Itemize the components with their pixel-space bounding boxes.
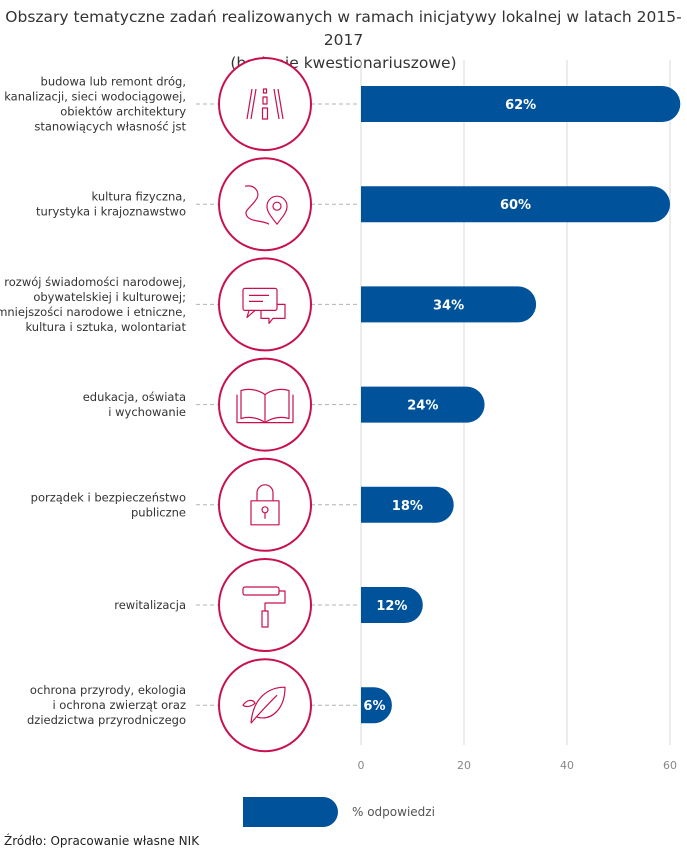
category-label: rozwój świadomości narodowej, <box>4 275 186 289</box>
bar <box>361 86 681 122</box>
data-label: 12% <box>376 599 407 614</box>
category-label: rewitalizacja <box>114 598 186 612</box>
category-label: porządek i bezpieczeństwo <box>31 490 186 504</box>
category-label: edukacja, oświata <box>83 390 186 404</box>
x-tick-label: 40 <box>560 759 574 772</box>
category-label: turystyka i krajoznawstwo <box>36 205 186 219</box>
bar <box>361 587 423 623</box>
paint-roller-icon <box>242 586 286 628</box>
data-label: 18% <box>392 499 423 514</box>
bar-row: 62% budowa lub remont dróg,kanalizacji, s… <box>4 57 681 151</box>
x-tick-label: 20 <box>457 759 471 772</box>
category-label: kanalizacji, sieci wodociągowej, <box>4 90 186 104</box>
category-label: obywatelskiej i kulturowej; <box>33 290 186 304</box>
bar-row: 60% kultura fizyczna,turystyka i krajozna… <box>36 157 670 252</box>
map-route-pin-icon <box>244 185 288 225</box>
title-line: Obszary tematyczne zadań realizowanych w… <box>5 8 682 49</box>
category-label: budowa lub remont dróg, <box>41 75 186 89</box>
category-label: ochrona przyrody, ekologia <box>30 683 186 697</box>
category-label: kultura i sztuka, wolontariat <box>25 320 186 334</box>
bar <box>361 486 454 523</box>
x-tick-label: 60 <box>663 759 677 772</box>
x-tick-label: 0 <box>358 759 365 772</box>
category-label: stanowiących własność jst <box>34 120 186 134</box>
icon-circle <box>218 257 312 352</box>
icon-circle <box>218 157 312 252</box>
bar <box>361 687 392 724</box>
road-icon <box>246 88 284 120</box>
bar <box>361 386 485 423</box>
padlock-icon <box>250 484 280 526</box>
data-label: 62% <box>505 98 536 113</box>
bar <box>361 186 670 223</box>
icon-circle <box>218 457 312 552</box>
data-label: 60% <box>500 198 531 213</box>
legend-label: % odpowiedzi <box>352 805 435 819</box>
bar <box>361 286 537 323</box>
chat-bubbles-icon <box>242 287 286 324</box>
open-book-icon <box>236 388 294 424</box>
category-label: i ochrona zwierząt oraz <box>52 698 186 712</box>
category-label: kultura fizyczna, <box>92 190 186 204</box>
category-label: dziedzictwa przyrodniczego <box>27 713 186 727</box>
icon-circle <box>218 658 312 753</box>
bar-row: 12% rewitalizacja <box>114 558 423 652</box>
legend-swatch <box>243 797 338 827</box>
data-label: 24% <box>407 399 438 414</box>
category-label: i wychowanie <box>108 405 186 419</box>
category-label: publiczne <box>131 505 186 519</box>
category-label: obiektów architektury <box>60 105 186 119</box>
bar-row: 34% rozwój świadomości narodowej,obywatel… <box>0 257 537 352</box>
source-note: Źródło: Opracowanie własne NIK <box>4 834 200 848</box>
category-label: mniejszości narodowe i etniczne, <box>0 305 186 319</box>
leaf-icon <box>242 686 286 724</box>
data-label: 6% <box>363 699 385 714</box>
data-label: 34% <box>433 298 464 313</box>
